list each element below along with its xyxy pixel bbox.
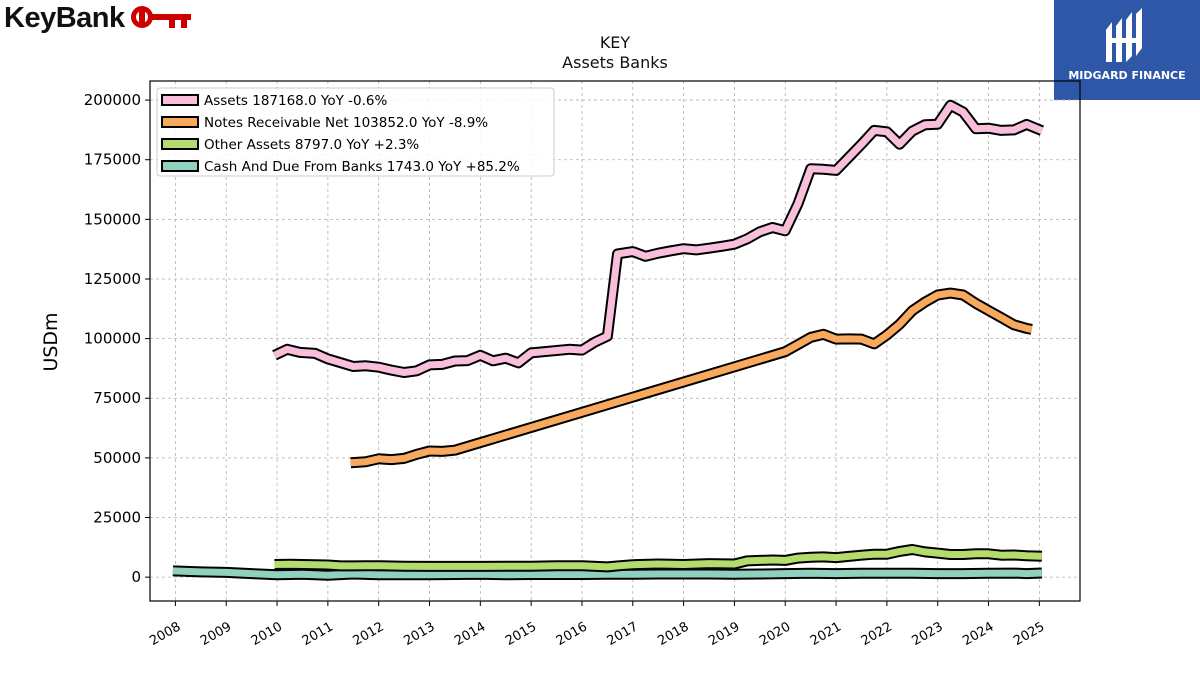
- x-tick-label: 2021: [808, 619, 844, 649]
- plot-frame: [149, 80, 1081, 602]
- y-axis-label: USDm: [40, 312, 62, 371]
- legend-label: Other Assets 8797.0 YoY +2.3%: [204, 137, 419, 153]
- y-tick-label: 25000: [93, 509, 141, 527]
- x-tick-label: 2010: [249, 619, 285, 649]
- x-tick-label: 2015: [503, 619, 539, 649]
- series-line: [350, 287, 1033, 469]
- y-tick-label: 175000: [84, 151, 141, 169]
- y-tick-label: 75000: [93, 389, 141, 407]
- y-tick-label: 50000: [93, 449, 141, 467]
- keybank-logo: KeyBank: [4, 2, 195, 35]
- x-tick-label: 2020: [757, 619, 793, 649]
- x-tick-label: 2009: [198, 619, 234, 649]
- chart-subtitle: Assets Banks: [562, 53, 668, 72]
- key-icon: [130, 5, 191, 28]
- series-fill: [350, 289, 1033, 467]
- x-tick-label: 2022: [859, 619, 895, 649]
- y-tick-label: 100000: [84, 330, 141, 348]
- series-line: [172, 565, 1043, 581]
- x-tick-label: 2008: [147, 619, 183, 649]
- series-fill: [273, 101, 1044, 376]
- midgard-logo-text: MIDGARD FINANCE: [1068, 69, 1186, 82]
- series-line: [272, 99, 1044, 378]
- y-tick-label: 200000: [84, 91, 141, 109]
- legend-swatch: [161, 138, 199, 150]
- series-lines: [172, 99, 1044, 581]
- x-tick-label: 2024: [960, 619, 996, 649]
- x-tick-label: 2014: [452, 619, 488, 649]
- legend-swatch: [161, 160, 199, 172]
- y-tick-label: 0: [131, 568, 141, 586]
- series-line: [274, 544, 1043, 573]
- midgard-mark-icon: [1106, 8, 1142, 62]
- x-tick-label: 2023: [910, 619, 946, 649]
- y-tick-label: 125000: [84, 270, 141, 288]
- x-tick-label: 2019: [706, 619, 742, 649]
- legend-box: [156, 87, 555, 177]
- legend-swatch: [161, 116, 199, 128]
- legend: Assets 187168.0 YoY -0.6% Notes Receivabl…: [156, 87, 555, 177]
- x-tick-label: 2011: [300, 619, 336, 649]
- legend-label: Cash And Due From Banks 1743.0 YoY +85.2…: [204, 159, 520, 175]
- legend-swatch: [161, 94, 199, 106]
- x-tick-label: 2018: [655, 619, 691, 649]
- legend-label: Assets 187168.0 YoY -0.6%: [204, 93, 388, 109]
- x-tick-label: 2016: [554, 619, 590, 649]
- x-tick-label: 2012: [351, 619, 387, 649]
- y-tick-label: 150000: [84, 210, 141, 228]
- series-fill: [274, 546, 1043, 571]
- chart-title: KEY: [599, 33, 631, 52]
- x-tick-label: 2013: [401, 619, 437, 649]
- keybank-logo-text: KeyBank: [4, 2, 125, 34]
- x-tick-label: 2025: [1011, 619, 1047, 649]
- legend-label: Notes Receivable Net 103852.0 YoY -8.9%: [204, 115, 488, 131]
- x-tick-label: 2017: [605, 619, 641, 649]
- grid-lines: [150, 81, 1080, 601]
- midgard-finance-logo: MIDGARD FINANCE: [1054, 0, 1200, 100]
- series-fill: [172, 567, 1043, 579]
